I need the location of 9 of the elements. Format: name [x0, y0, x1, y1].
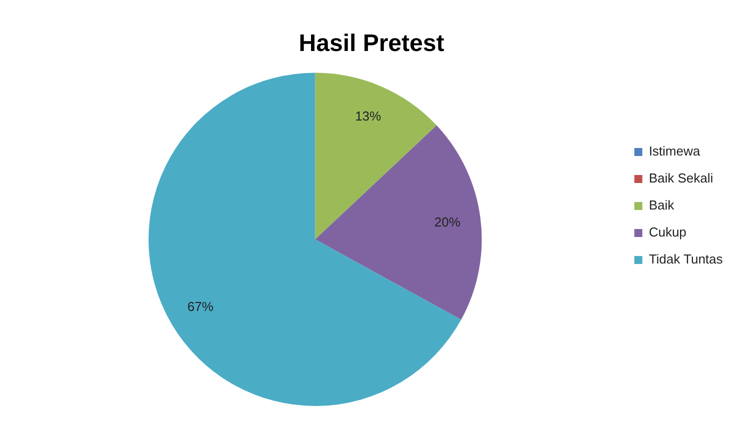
data-label: 13%: [355, 108, 382, 124]
legend-label: Baik: [648, 198, 675, 213]
data-label: 20%: [434, 214, 461, 230]
data-label: 67%: [187, 298, 214, 314]
legend-label: Tidak Tuntas: [648, 252, 724, 267]
legend-label: Baik Sekali: [648, 170, 714, 186]
chart-title: Hasil Pretest: [298, 30, 444, 58]
legend-label: Cukup: [648, 224, 686, 240]
legend-label: Istimewa: [648, 144, 701, 159]
